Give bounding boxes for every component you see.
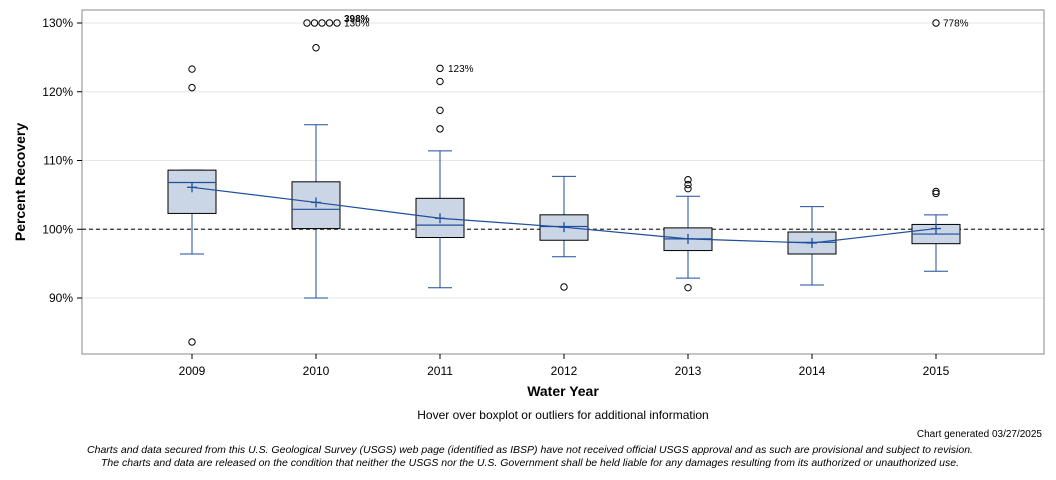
x-tick-label: 2015 [923, 364, 950, 378]
outlier-point [932, 187, 940, 196]
mean-trend-line [191, 186, 937, 244]
clipped-outlier-label: 398% [344, 14, 370, 25]
clipped-outlier-point [310, 19, 319, 27]
box-2015 [911, 187, 961, 272]
outlier-point [312, 44, 320, 52]
clipped-outlier-label: 130% [344, 19, 370, 30]
y-tick-label: 130% [42, 16, 73, 30]
clipped-outliers-2010: 398%130% [303, 14, 370, 30]
outlier-point [932, 189, 940, 198]
outlier-point [684, 180, 692, 189]
y-tick-label: 100% [42, 222, 73, 236]
clipped-outliers-2015: 778% [932, 19, 969, 30]
outlier-point [188, 338, 196, 346]
outlier-point [436, 125, 444, 133]
y-tick-label: 90% [49, 291, 73, 305]
mean-trend-polyline [191, 186, 937, 244]
outlier-point [188, 65, 196, 73]
y-axis: 90% 100% 110% 120% 130% [42, 16, 82, 305]
outlier-point [684, 184, 692, 193]
outlier-point [436, 64, 444, 73]
hover-note: Hover over boxplot or outliers for addit… [417, 408, 709, 422]
box-2011 [415, 64, 465, 289]
box-2010 [291, 44, 341, 299]
chart-generated-date: Chart generated 03/27/2025 [916, 429, 1042, 440]
x-tick-label: 2010 [303, 364, 330, 378]
outlier-point [188, 83, 196, 92]
x-tick-label: 2011 [427, 364, 453, 378]
y-tick-label: 110% [43, 154, 73, 168]
boxes: 398%130% 778% 123% [167, 14, 969, 346]
clipped-outlier-point [318, 19, 326, 27]
disclaimer: Charts and data secured from this U.S. G… [0, 444, 1056, 470]
x-tick-label: 2013 [675, 364, 702, 378]
x-tick-label: 2012 [551, 364, 578, 378]
y-tick-label: 120% [42, 85, 73, 99]
outlier-point [684, 176, 692, 184]
x-tick-label: 2014 [799, 364, 826, 378]
outlier-annotation: 123% [448, 64, 474, 75]
box-2014 [787, 206, 837, 286]
clipped-outlier-label: 778% [943, 19, 969, 30]
box-2009 [167, 65, 217, 346]
box-2012 [539, 175, 589, 291]
x-axis-title: Water Year [527, 383, 599, 399]
y-axis-title: Percent Recovery [12, 123, 28, 242]
disclaimer-line-2: The charts and data are released on the … [101, 457, 959, 469]
x-tick-label: 2009 [179, 364, 206, 378]
clipped-outlier-point [333, 19, 341, 27]
clipped-outlier-point [932, 19, 940, 27]
outlier-point [436, 106, 444, 115]
outlier-point [560, 283, 568, 291]
box-2013 [663, 176, 713, 292]
clipped-outlier-point [325, 19, 334, 27]
disclaimer-line-1: Charts and data secured from this U.S. G… [87, 444, 973, 456]
x-axis: 2009 2010 2011 2012 2013 2014 2015 [179, 354, 950, 378]
outlier-point [436, 77, 444, 86]
plot-area [81, 9, 1045, 355]
clipped-outlier-point [303, 19, 311, 27]
outlier-point [684, 283, 692, 292]
